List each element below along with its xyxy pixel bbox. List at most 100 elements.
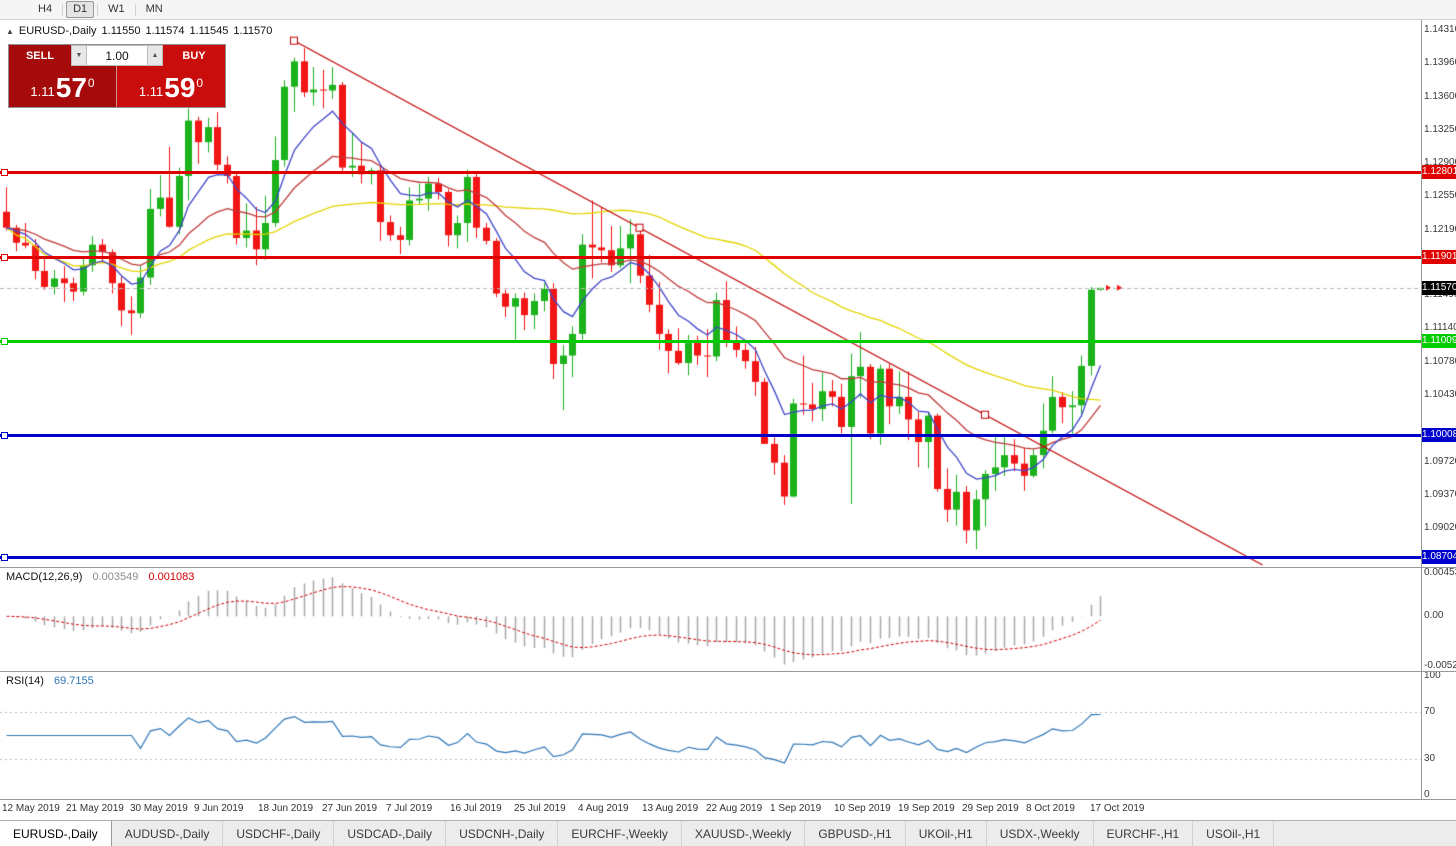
date-axis-label[interactable]: 7 Jul 2019 xyxy=(386,803,433,814)
support-line-blue-1-handle[interactable] xyxy=(1,431,8,439)
chart-tab-eurusd-daily[interactable]: EURUSD-,Daily xyxy=(0,821,112,846)
date-axis-label[interactable]: 17 Oct 2019 xyxy=(1090,803,1145,814)
rsi-scale-tick: 0 xyxy=(1424,789,1430,800)
sell-button[interactable]: SELL xyxy=(9,45,71,66)
date-axis-label[interactable]: 19 Sep 2019 xyxy=(898,803,955,814)
date-axis-label[interactable]: 1 Sep 2019 xyxy=(770,803,822,814)
chart-symbol-period: EURUSD-,Daily xyxy=(18,25,97,37)
support-line-blue-2-handle[interactable] xyxy=(1,554,8,562)
macd-scale-tick: 0.00 xyxy=(1424,610,1444,622)
chart-tab-usdcad-daily[interactable]: USDCAD-,Daily xyxy=(334,821,447,846)
support-line-green-handle[interactable] xyxy=(1,337,8,345)
date-axis-label[interactable]: 4 Aug 2019 xyxy=(578,803,629,814)
chart-tab-usoil-h1[interactable]: USOil-,H1 xyxy=(1193,821,1275,846)
one-click-collapse-icon[interactable]: ▲ xyxy=(6,26,14,36)
price-scale-tick: 1.11490 xyxy=(1424,289,1456,301)
macd-main-value: 0.003549 xyxy=(92,571,139,583)
timeframe-toolbar: H4 D1 W1 MN xyxy=(0,0,1456,20)
toolbar-separator xyxy=(62,3,64,16)
price-scale-border xyxy=(1421,20,1422,800)
date-axis-label[interactable]: 10 Sep 2019 xyxy=(834,803,891,814)
price-scale-tick: 1.14310 xyxy=(1424,24,1456,36)
chart-tab-gbpusd-h1[interactable]: GBPUSD-,H1 xyxy=(805,821,906,846)
chart-tab-usdx-weekly[interactable]: USDX-,Weekly xyxy=(987,821,1094,846)
support-line-blue-2[interactable] xyxy=(0,554,1421,562)
macd-panel-canvas[interactable] xyxy=(0,568,1421,671)
rsi-scale-tick: 70 xyxy=(1424,705,1436,717)
volume-increment-button[interactable]: ▲ xyxy=(147,45,163,66)
resistance-line-2-handle[interactable] xyxy=(1,253,8,261)
volume-input[interactable]: 1.00 xyxy=(87,45,147,66)
date-axis-label[interactable]: 16 Jul 2019 xyxy=(450,803,502,814)
chart-tab-audusd-daily[interactable]: AUDUSD-,Daily xyxy=(112,821,224,846)
buy-price-point: 0 xyxy=(196,76,204,90)
price-scale-tick: 1.10780 xyxy=(1424,356,1456,368)
date-axis-label[interactable]: 13 Aug 2019 xyxy=(642,803,699,814)
chart-tab-usdcnh-daily[interactable]: USDCNH-,Daily xyxy=(446,821,559,846)
date-axis-label[interactable]: 18 Jun 2019 xyxy=(258,803,314,814)
price-scale-tick: 1.13960 xyxy=(1424,57,1456,69)
date-axis-splitter xyxy=(0,799,1456,800)
macd-label: MACD(12,26,9) 0.003549 0.001083 xyxy=(6,571,194,583)
rsi-panel-canvas[interactable] xyxy=(0,672,1421,799)
resistance-line-1[interactable] xyxy=(0,169,1421,177)
resistance-line-1-handle[interactable] xyxy=(1,169,8,177)
sell-price-point: 0 xyxy=(87,76,95,90)
support-line-green[interactable] xyxy=(0,337,1421,345)
price-scale-tick: 1.13600 xyxy=(1424,91,1456,103)
date-axis-label[interactable]: 21 May 2019 xyxy=(66,803,124,814)
macd-title: MACD(12,26,9) xyxy=(6,571,83,583)
buy-button[interactable]: BUY xyxy=(163,45,225,66)
date-axis-label[interactable]: 29 Sep 2019 xyxy=(962,803,1019,814)
chart-tab-usdchf-daily[interactable]: USDCHF-,Daily xyxy=(223,821,335,846)
date-axis-label[interactable]: 8 Oct 2019 xyxy=(1026,803,1075,814)
timeframe-button-w1[interactable]: W1 xyxy=(108,3,125,15)
buy-price-base: 1.11 xyxy=(138,84,164,99)
price-scale-tick: 1.10430 xyxy=(1424,389,1456,400)
one-click-top-row: SELL ▼ 1.00 ▲ BUY xyxy=(9,45,225,66)
date-axis-label[interactable]: 22 Aug 2019 xyxy=(706,803,763,814)
rsi-scale-tick: 30 xyxy=(1424,753,1436,765)
macd-signal-value: 0.001083 xyxy=(148,571,195,583)
timeframe-button-h4[interactable]: H4 xyxy=(38,3,53,15)
chart-ohlc-info: ▲ EURUSD-,Daily 1.11550 1.11574 1.11545 … xyxy=(6,25,272,37)
ohlc-low: 1.11545 xyxy=(189,25,229,37)
chart-tab-eurchf-weekly[interactable]: EURCHF-,Weekly xyxy=(558,821,682,846)
rsi-label: RSI(14) 69.7155 xyxy=(6,675,94,687)
price-scale-tick: 1.13250 xyxy=(1424,123,1456,135)
ohlc-open: 1.11550 xyxy=(101,25,141,37)
resistance-line-2[interactable] xyxy=(0,253,1421,261)
chart-tab-eurchf-h1[interactable]: EURCHF-,H1 xyxy=(1094,821,1194,846)
date-axis-label[interactable]: 9 Jun 2019 xyxy=(194,803,244,814)
price-label-1.12801: 1.12801 xyxy=(1422,165,1456,180)
rsi-panel-splitter[interactable] xyxy=(0,671,1456,672)
date-axis-label[interactable]: 12 May 2019 xyxy=(2,803,60,814)
rsi-value: 69.7155 xyxy=(53,675,94,687)
buy-price-pips: 59 xyxy=(164,72,196,103)
support-line-blue-1[interactable] xyxy=(0,431,1421,439)
date-axis-label[interactable]: 25 Jul 2019 xyxy=(514,803,566,814)
buy-price-button[interactable]: 1.11 59 0 xyxy=(117,66,225,107)
date-axis-label[interactable]: 30 May 2019 xyxy=(130,803,188,814)
price-scale-tick: 1.11140 xyxy=(1424,322,1456,334)
price-label-1.11009: 1.11009 xyxy=(1422,333,1456,348)
price-chart-canvas[interactable] xyxy=(0,20,1421,567)
bid-price-label: 1.11570 xyxy=(1422,280,1456,295)
volume-decrement-button[interactable]: ▼ xyxy=(71,45,87,66)
macd-panel-splitter[interactable] xyxy=(0,567,1456,568)
one-click-trading-panel: SELL ▼ 1.00 ▲ BUY 1.11 57 0 1.11 59 0 xyxy=(8,44,226,108)
chart-tab-xauusd-weekly[interactable]: XAUUSD-,Weekly xyxy=(682,821,806,846)
timeframe-button-mn[interactable]: MN xyxy=(145,3,163,15)
chart-tab-bar: EURUSD-,Daily AUDUSD-,Daily USDCHF-,Daily U… xyxy=(0,820,1456,846)
price-scale-tick: 1.09720 xyxy=(1424,455,1456,467)
date-axis-label[interactable]: 27 Jun 2019 xyxy=(322,803,378,814)
timeframe-button-d1[interactable]: D1 xyxy=(66,1,95,18)
macd-scale-tick: -0.00520 xyxy=(1424,660,1456,671)
rsi-title: RSI(14) xyxy=(6,675,44,687)
price-scale-tick: 1.12190 xyxy=(1424,223,1456,235)
chart-tab-ukoil-h1[interactable]: UKOil-,H1 xyxy=(906,821,987,846)
sell-price-base: 1.11 xyxy=(30,84,55,99)
sell-price-button[interactable]: 1.11 57 0 xyxy=(9,66,117,107)
price-scale-tick: 1.12550 xyxy=(1424,189,1456,201)
